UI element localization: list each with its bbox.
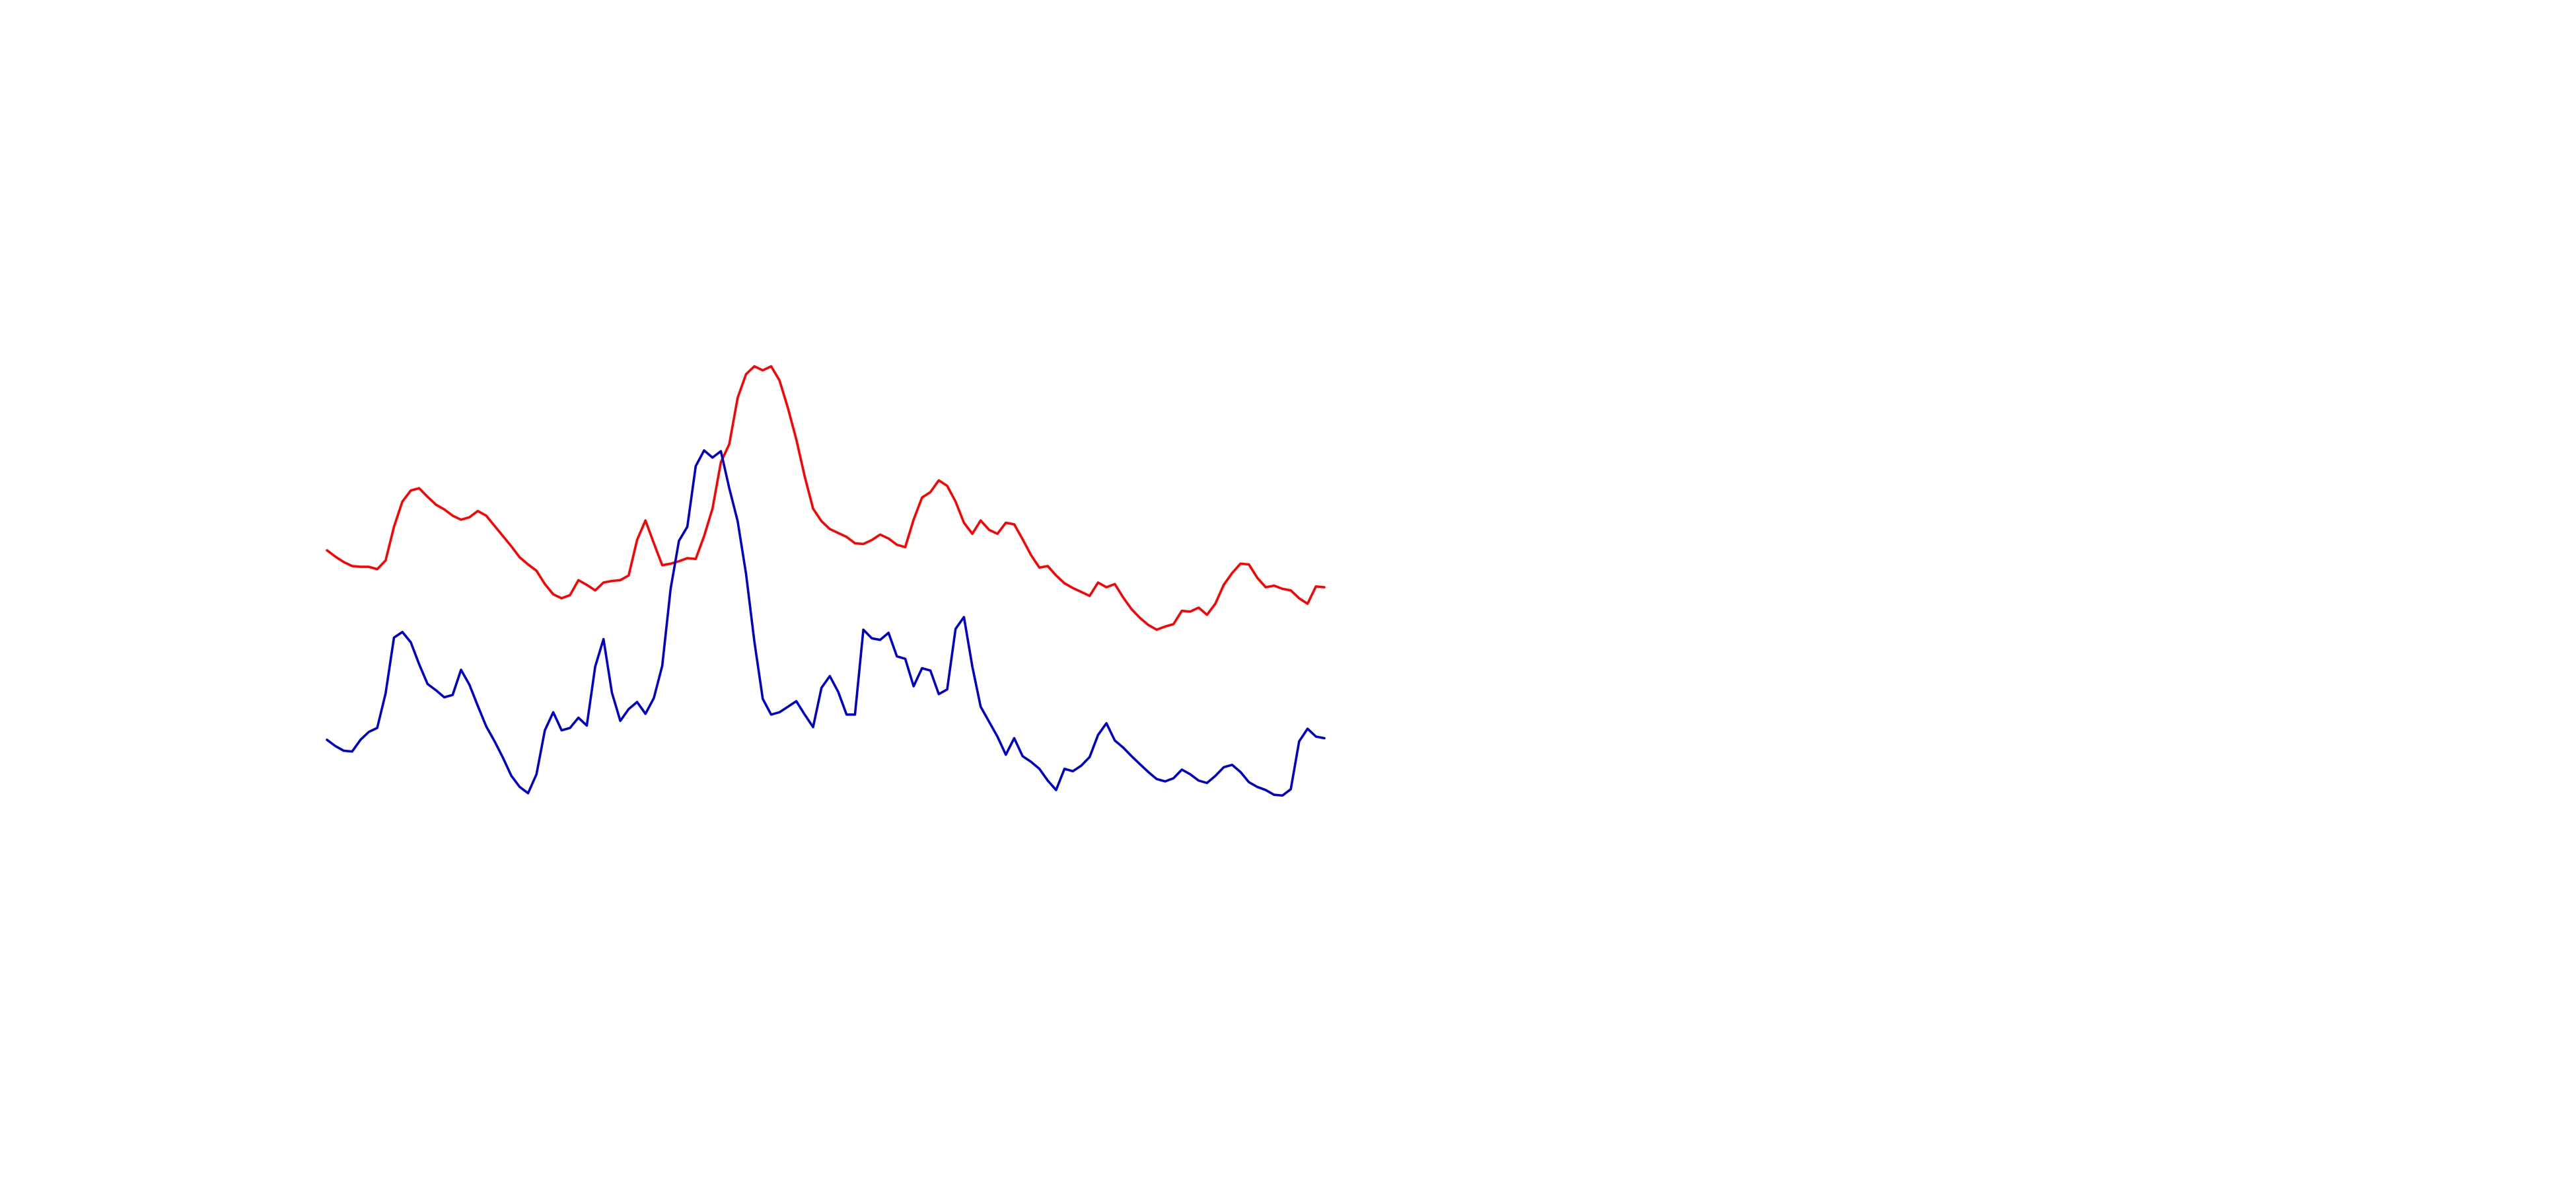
series-line-1 [326,365,1326,631]
series-line-2 [326,449,1326,797]
